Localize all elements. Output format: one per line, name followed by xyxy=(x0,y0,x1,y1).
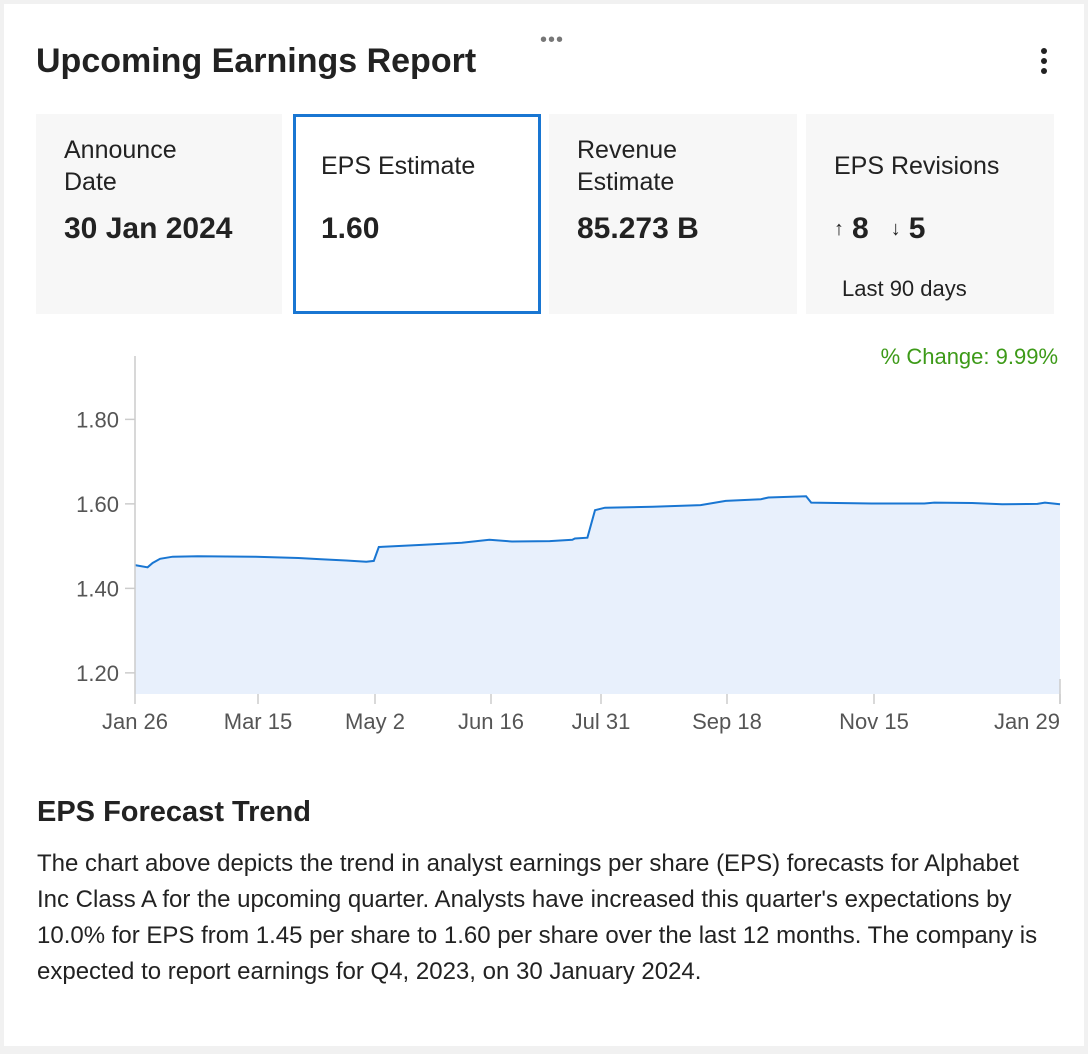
stat-eps-revisions[interactable]: EPS Revisions ↑ 8 ↓ 5 Last 90 days xyxy=(806,114,1054,314)
section-description: The chart above depicts the trend in ana… xyxy=(37,850,1038,985)
down-arrow-icon: ↓ xyxy=(890,217,901,240)
y-tick-label: 1.80 xyxy=(76,407,119,432)
revisions-down-count: 5 xyxy=(908,212,926,245)
up-arrow-icon: ↑ xyxy=(834,217,844,240)
stat-announce-date[interactable]: Announce Date 30 Jan 2024 xyxy=(36,114,282,314)
x-tick-label: Jan 26 xyxy=(102,709,168,734)
revenue-value: 85.273 B xyxy=(577,212,699,245)
x-tick-label: Sep 18 xyxy=(692,709,762,734)
x-tick-label: Nov 15 xyxy=(839,709,909,734)
eps-forecast-chart[interactable]: 1.80 1.60 1.40 1.20 Jan 26 Mar 15 May 2 Jun 16 J… xyxy=(4,344,1084,744)
series-area xyxy=(135,496,1060,694)
drag-handle[interactable]: ••• xyxy=(540,29,565,51)
revenue-label-1: Revenue xyxy=(577,136,678,164)
x-tick-label: Jan 29 xyxy=(994,709,1060,734)
revisions-label: EPS Revisions xyxy=(834,152,1000,180)
eps-label: EPS Estimate xyxy=(321,152,476,180)
x-tick-label: Jul 31 xyxy=(572,709,631,734)
y-tick-label: 1.20 xyxy=(76,661,119,686)
revisions-up-count: 8 xyxy=(852,212,869,245)
x-tick-label: Jun 16 xyxy=(458,709,524,734)
announce-label-2: Date xyxy=(64,168,117,196)
revenue-label-2: Estimate xyxy=(577,168,675,196)
x-tick-label: Mar 15 xyxy=(224,709,292,734)
percent-change: % Change: 9.99% xyxy=(880,344,1058,369)
revisions-period: Last 90 days xyxy=(842,276,967,301)
eps-value: 1.60 xyxy=(321,212,380,245)
section-title: EPS Forecast Trend xyxy=(37,796,311,828)
revisions-counts: ↑ 8 ↓ 5 xyxy=(834,212,947,246)
series-line xyxy=(134,495,1061,569)
stat-eps-estimate[interactable]: EPS Estimate 1.60 xyxy=(293,114,541,314)
y-tick-label: 1.60 xyxy=(76,492,119,517)
stat-revenue-estimate[interactable]: Revenue Estimate 85.273 B xyxy=(549,114,797,314)
announce-value: 30 Jan 2024 xyxy=(64,212,233,245)
card-title: Upcoming Earnings Report xyxy=(36,42,477,80)
earnings-card: ••• Upcoming Earnings Report Announce Da… xyxy=(4,4,1084,1046)
x-tick-label: May 2 xyxy=(345,709,405,734)
announce-label-1: Announce xyxy=(64,136,177,164)
y-tick-label: 1.40 xyxy=(76,576,119,601)
kebab-menu-icon[interactable] xyxy=(1034,48,1054,84)
